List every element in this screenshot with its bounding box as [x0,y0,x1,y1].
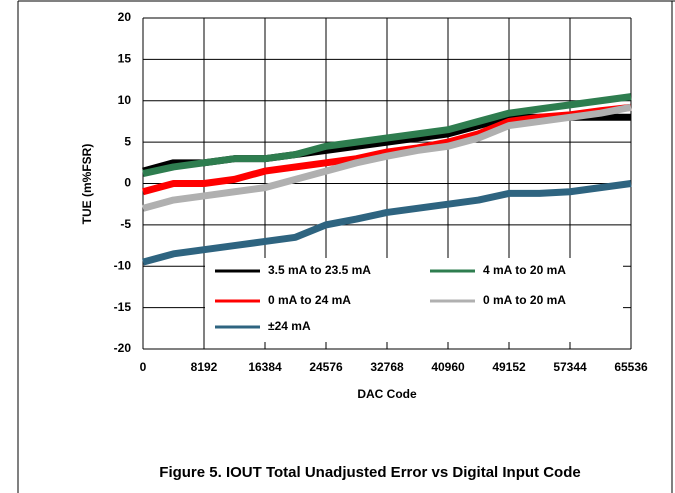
y-axis-label: TUE (m%FSR) [80,144,94,225]
legend-label: 3.5 mA to 23.5 mA [268,263,371,277]
x-tick-label: 8192 [191,360,218,374]
y-tick-label: 0 [124,176,131,190]
y-tick-label: 20 [118,10,132,24]
x-tick-label: 24576 [309,360,343,374]
legend-label: 4 mA to 20 mA [483,263,566,277]
series-line [142,93,632,177]
x-tick-label: 16384 [248,360,282,374]
x-tick-label: 40960 [431,360,465,374]
y-tick-label: 10 [118,93,132,107]
x-tick-label: 49152 [492,360,526,374]
legend-label: ±24 mA [268,319,311,333]
series-line [142,103,632,212]
legend-box [205,258,623,342]
x-tick-label: 65536 [614,360,648,374]
caption: Figure 5. IOUT Total Unadjusted Error vs… [159,464,580,481]
y-tick-label: 15 [118,52,132,66]
legend-label: 0 mA to 24 mA [268,293,351,307]
x-tick-label: 32768 [370,360,404,374]
x-tick-label: 57344 [553,360,587,374]
x-tick-label: 0 [140,360,147,374]
legend-label: 0 mA to 20 mA [483,293,566,307]
y-tick-label: -15 [114,300,132,314]
series-line [142,103,632,196]
y-tick-label: 5 [124,134,131,148]
series-line [142,180,632,266]
y-tick-label: -5 [120,217,131,231]
y-tick-label: -10 [114,258,132,272]
y-tick-label: -20 [114,341,132,355]
x-axis-label: DAC Code [357,387,417,401]
